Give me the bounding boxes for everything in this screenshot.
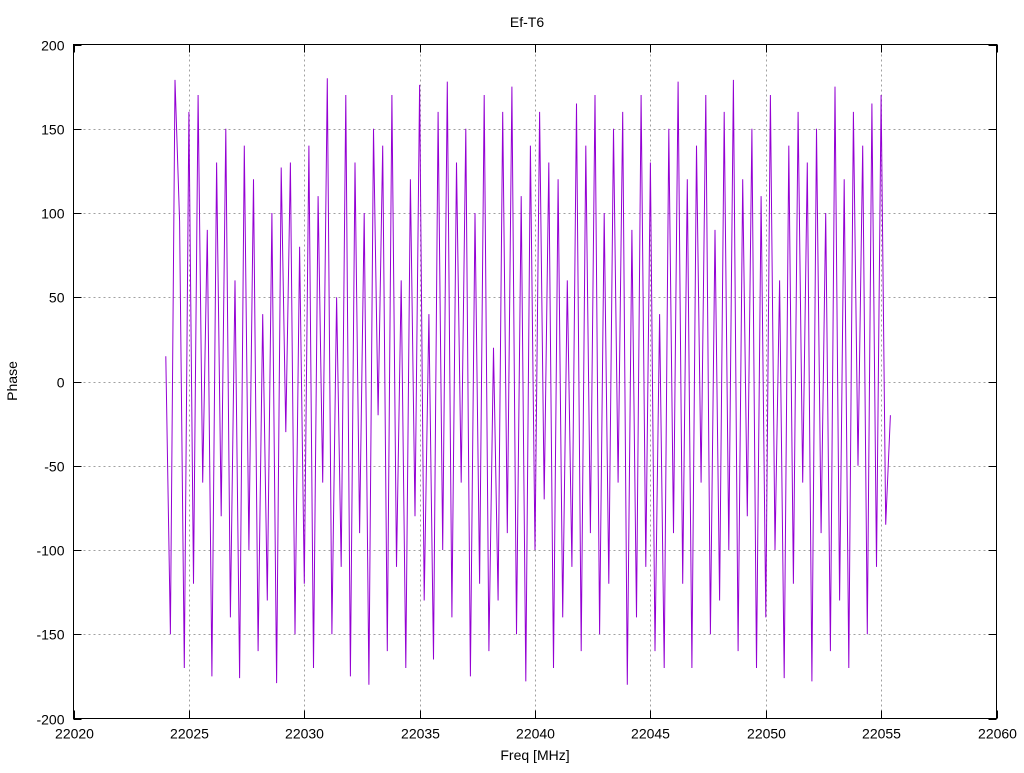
- y-tick-label: 150: [41, 122, 65, 138]
- x-tick-label: 22025: [170, 726, 209, 742]
- x-tick-label: 22045: [631, 726, 670, 742]
- plot-frame: [73, 44, 997, 719]
- y-tick-label: -100: [36, 543, 64, 559]
- x-tick-label: 22040: [516, 726, 555, 742]
- y-tick-label: 200: [41, 38, 65, 54]
- y-tick-label: 50: [49, 290, 65, 306]
- series-line: [165, 78, 891, 685]
- y-tick-label: -150: [36, 627, 64, 643]
- x-tick-label: 22020: [55, 726, 94, 742]
- y-tick-label: -200: [36, 712, 64, 728]
- x-tick-label: 22030: [285, 726, 324, 742]
- x-axis-label: Freq [MHz]: [500, 747, 569, 763]
- x-tick-label: 22050: [747, 726, 786, 742]
- y-tick-label: 100: [41, 206, 65, 222]
- y-axis-label: Phase: [4, 361, 20, 401]
- y-tick-label: 0: [57, 375, 65, 391]
- x-tick-label: 22060: [978, 726, 1017, 742]
- x-tick-label: 22035: [401, 726, 440, 742]
- x-tick-label: 22055: [862, 726, 901, 742]
- chart-title: Ef-T6: [510, 14, 544, 30]
- y-tick-label: -50: [44, 459, 64, 475]
